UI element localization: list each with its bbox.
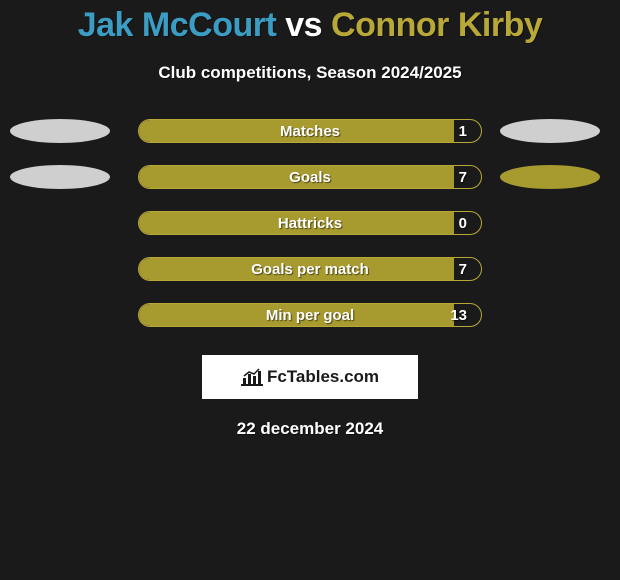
stat-row: Goals7 (0, 165, 620, 189)
player2-name: Connor Kirby (331, 6, 542, 44)
subtitle: Club competitions, Season 2024/2025 (0, 63, 620, 83)
brand-text: FcTables.com (267, 367, 379, 387)
comparison-widget: Jak McCourt vs Connor Kirby Club competi… (0, 0, 620, 439)
footer-date: 22 december 2024 (0, 419, 620, 439)
chart-icon (241, 368, 263, 386)
page-title: Jak McCourt vs Connor Kirby (0, 0, 620, 45)
bar-value: 0 (459, 212, 467, 234)
stat-bar: Goals7 (138, 165, 482, 189)
brand-box[interactable]: FcTables.com (202, 355, 418, 399)
vs-text: vs (285, 6, 322, 44)
bar-label: Matches (139, 120, 481, 142)
stat-row: Min per goal13 (0, 303, 620, 327)
right-ellipse (500, 119, 600, 143)
stat-bar: Min per goal13 (138, 303, 482, 327)
left-ellipse (10, 119, 110, 143)
right-ellipse (500, 165, 600, 189)
bar-value: 1 (459, 120, 467, 142)
player1-name: Jak McCourt (78, 6, 277, 44)
stat-row: Goals per match7 (0, 257, 620, 281)
stat-bar: Goals per match7 (138, 257, 482, 281)
stat-row: Matches1 (0, 119, 620, 143)
bar-label: Goals (139, 166, 481, 188)
stat-rows: Matches1Goals7Hattricks0Goals per match7… (0, 119, 620, 327)
bar-label: Hattricks (139, 212, 481, 234)
bar-value: 7 (459, 166, 467, 188)
left-ellipse (10, 165, 110, 189)
stat-bar: Hattricks0 (138, 211, 482, 235)
bar-value: 13 (450, 304, 467, 326)
bar-label: Min per goal (139, 304, 481, 326)
bar-label: Goals per match (139, 258, 481, 280)
bar-value: 7 (459, 258, 467, 280)
stat-row: Hattricks0 (0, 211, 620, 235)
stat-bar: Matches1 (138, 119, 482, 143)
